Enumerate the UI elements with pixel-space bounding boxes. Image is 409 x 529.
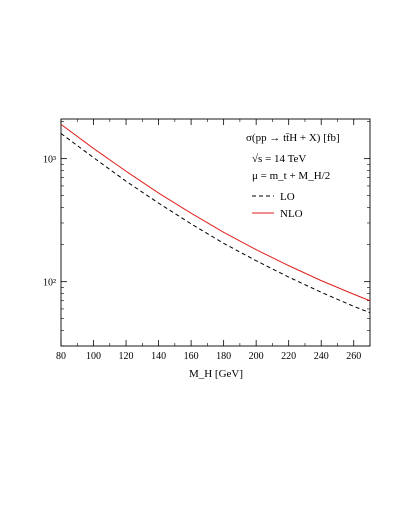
legend-label-lo: LO <box>280 191 295 203</box>
legend: LO NLO <box>252 191 303 220</box>
x-tick-label: 180 <box>216 351 231 362</box>
annotation-energy: √s = 14 TeV <box>252 153 306 165</box>
x-tick-label: 100 <box>86 351 101 362</box>
series-line-lo <box>60 133 371 314</box>
annotation-scale: μ = m_t + M_H/2 <box>252 170 330 182</box>
x-tick-label: 120 <box>119 351 134 362</box>
plot-frame <box>60 118 371 347</box>
x-axis-ticks: 80 100 120 140 160 180 200 220 240 260 <box>56 119 361 362</box>
x-tick-label: 140 <box>151 351 166 362</box>
x-axis-label: M_H [GeV] <box>189 368 243 380</box>
series-line-nlo <box>60 123 371 302</box>
x-tick-label: 260 <box>346 351 361 362</box>
x-tick-label: 200 <box>249 351 264 362</box>
x-tick-label: 220 <box>281 351 296 362</box>
x-tick-label: 160 <box>184 351 199 362</box>
y-tick-label: 10³ <box>43 155 56 166</box>
y-axis-ticks: 10³ 10² <box>43 121 370 347</box>
chart-title: σ(pp → tt̄H + X) [fb] <box>246 132 340 144</box>
y-tick-label: 10² <box>43 278 56 289</box>
legend-label-nlo: NLO <box>280 208 303 220</box>
x-tick-label: 240 <box>314 351 329 362</box>
x-tick-label: 80 <box>56 351 66 362</box>
series-layer <box>60 123 371 314</box>
